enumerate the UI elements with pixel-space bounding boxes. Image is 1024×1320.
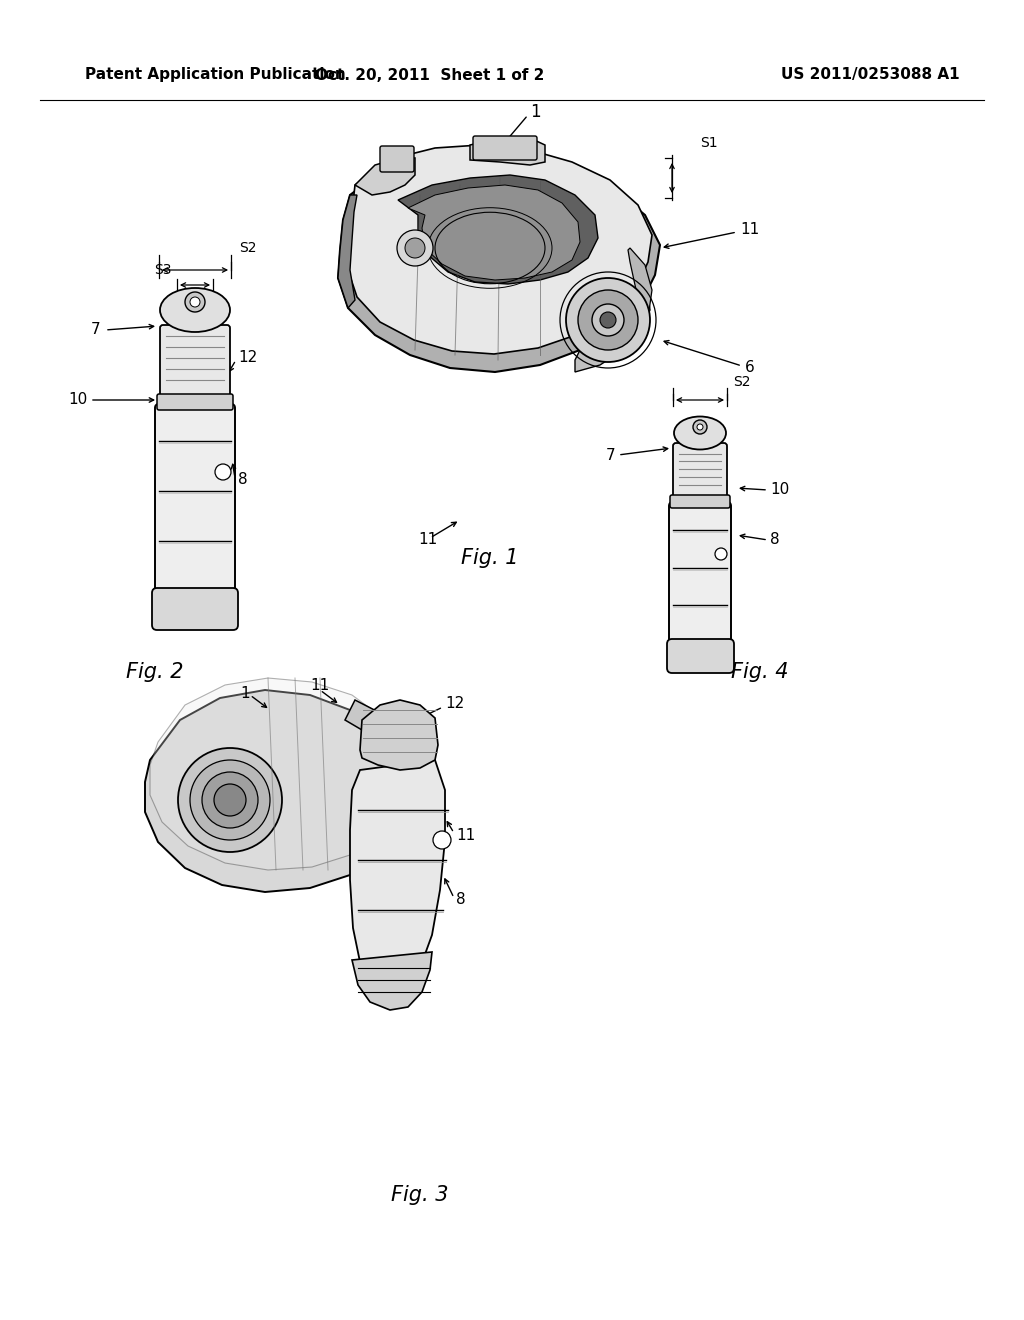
Text: 12: 12 (445, 696, 464, 710)
Circle shape (578, 290, 638, 350)
Text: Fig. 4: Fig. 4 (731, 663, 788, 682)
Circle shape (178, 748, 282, 851)
Text: 8: 8 (770, 532, 779, 548)
FancyBboxPatch shape (380, 147, 414, 172)
Polygon shape (408, 185, 580, 280)
Circle shape (592, 304, 624, 337)
Text: 7: 7 (605, 447, 615, 462)
Polygon shape (338, 195, 357, 308)
Text: 10: 10 (69, 392, 88, 408)
Text: 1: 1 (530, 103, 541, 121)
Circle shape (190, 760, 270, 840)
Text: Fig. 1: Fig. 1 (461, 548, 519, 568)
Circle shape (214, 784, 246, 816)
Text: S3: S3 (155, 263, 172, 277)
Polygon shape (355, 158, 415, 195)
Polygon shape (348, 145, 652, 354)
Text: 10: 10 (770, 483, 790, 498)
FancyBboxPatch shape (673, 444, 727, 500)
Polygon shape (145, 690, 410, 892)
FancyBboxPatch shape (157, 393, 233, 411)
Polygon shape (350, 760, 445, 987)
Circle shape (215, 465, 231, 480)
Polygon shape (470, 139, 545, 165)
FancyBboxPatch shape (669, 502, 731, 648)
Text: US 2011/0253088 A1: US 2011/0253088 A1 (780, 67, 959, 82)
Text: 8: 8 (238, 473, 248, 487)
Text: 12: 12 (238, 351, 257, 366)
Polygon shape (352, 952, 432, 1010)
Polygon shape (575, 294, 650, 372)
Circle shape (697, 424, 703, 430)
Text: Fig. 2: Fig. 2 (126, 663, 183, 682)
Text: S1: S1 (700, 136, 718, 150)
Ellipse shape (674, 417, 726, 450)
Text: Fig. 3: Fig. 3 (391, 1185, 449, 1205)
FancyBboxPatch shape (670, 495, 730, 508)
Text: 11: 11 (740, 223, 759, 238)
FancyBboxPatch shape (473, 136, 537, 160)
Text: 11: 11 (418, 532, 437, 548)
Polygon shape (628, 248, 652, 318)
Circle shape (397, 230, 433, 267)
Circle shape (202, 772, 258, 828)
Circle shape (566, 279, 650, 362)
Circle shape (600, 312, 616, 327)
Text: Oct. 20, 2011  Sheet 1 of 2: Oct. 20, 2011 Sheet 1 of 2 (315, 67, 545, 82)
Circle shape (433, 832, 451, 849)
Polygon shape (338, 152, 660, 372)
Polygon shape (398, 176, 598, 284)
Text: Patent Application Publication: Patent Application Publication (85, 67, 346, 82)
Text: 11: 11 (310, 677, 330, 693)
Text: S2: S2 (733, 375, 751, 389)
Text: 1: 1 (240, 685, 250, 701)
Text: 8: 8 (456, 892, 466, 908)
FancyBboxPatch shape (152, 587, 238, 630)
Text: S2: S2 (239, 242, 256, 255)
FancyBboxPatch shape (160, 325, 230, 399)
FancyBboxPatch shape (155, 404, 234, 597)
Text: 7: 7 (90, 322, 100, 338)
Circle shape (185, 292, 205, 312)
Polygon shape (345, 700, 425, 878)
Circle shape (190, 297, 200, 308)
Text: 6: 6 (745, 360, 755, 375)
Ellipse shape (160, 288, 230, 333)
Polygon shape (150, 678, 408, 870)
Circle shape (693, 420, 707, 434)
Circle shape (715, 548, 727, 560)
Text: 11: 11 (456, 828, 475, 842)
FancyBboxPatch shape (667, 639, 734, 673)
Circle shape (406, 238, 425, 257)
Polygon shape (360, 700, 438, 770)
